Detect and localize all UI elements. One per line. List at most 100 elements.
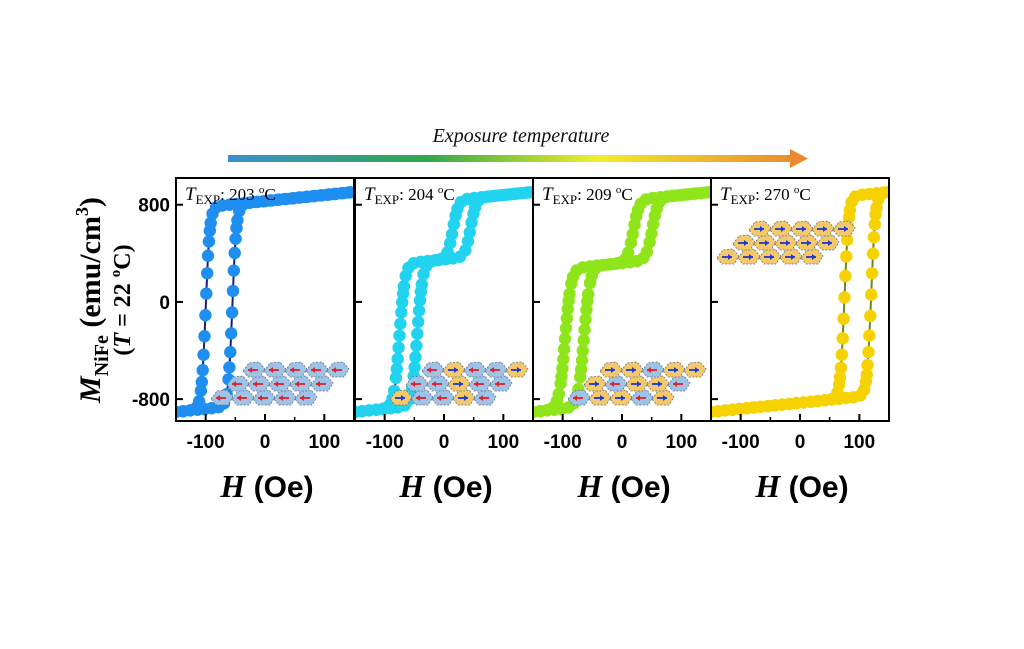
spin-arrow-head: [300, 395, 304, 401]
data-point: [622, 246, 635, 259]
y-tick-label: 800: [138, 196, 170, 217]
data-point: [228, 246, 241, 260]
x-tick-label: -100: [544, 432, 582, 453]
data-point: [231, 214, 244, 227]
data-point: [835, 348, 848, 361]
spin-arrow-head: [495, 381, 499, 387]
data-point: [837, 312, 850, 325]
spin-arrow-head: [253, 381, 257, 387]
data-point: [197, 348, 210, 361]
spin-arrow-head: [647, 367, 651, 373]
data-point: [225, 327, 238, 340]
spin-arrow-head: [802, 226, 806, 232]
spin-arrow-head: [573, 395, 577, 401]
data-point: [577, 334, 590, 347]
data-point: [552, 387, 565, 401]
data-point: [344, 186, 354, 199]
spin-arrow-head: [621, 395, 625, 401]
spin-inset: [389, 361, 529, 406]
data-point: [579, 313, 592, 326]
arrow-shaft: [228, 155, 796, 162]
x-tick-label: 100: [843, 432, 875, 453]
panel-2: TEXP: 204 oC -100 0 100 H (Oe): [354, 177, 534, 504]
spin-arrow-head: [479, 395, 483, 401]
spin-arrow-head: [474, 381, 478, 387]
x-axis-label: H (Oe): [219, 468, 313, 504]
x-tick-label: 100: [487, 432, 519, 453]
panel-label: TEXP: 203 oC: [185, 184, 276, 207]
data-point: [626, 227, 639, 241]
spin-arrow-head: [749, 254, 753, 260]
exposure-arrow: Exposure temperature: [228, 125, 808, 168]
spin-arrow-head: [258, 395, 262, 401]
plot-area: [355, 186, 533, 419]
arrow-label: Exposure temperature: [432, 125, 610, 147]
data-point: [576, 344, 589, 357]
x-tick-label: -100: [187, 432, 225, 453]
data-point: [408, 361, 421, 374]
spin-arrow-head: [728, 254, 732, 260]
spin-arrow-head: [658, 381, 662, 387]
spin-arrow-head: [416, 395, 420, 401]
data-point: [415, 278, 428, 291]
x-tick-label: 0: [439, 432, 450, 453]
data-point: [410, 339, 423, 352]
data-point: [395, 306, 408, 319]
spin-arrow-head: [770, 254, 774, 260]
data-point: [866, 247, 880, 260]
data-point: [229, 232, 242, 245]
data-point: [563, 287, 576, 301]
plot-area: [711, 185, 889, 419]
data-point: [877, 186, 889, 199]
data-point: [640, 245, 654, 258]
spin-arrow-head: [781, 226, 785, 232]
spin-arrow-head: [274, 381, 278, 387]
data-point: [868, 218, 881, 231]
data-point: [195, 375, 208, 389]
data-point: [575, 354, 589, 367]
spin-arrow-head: [411, 381, 415, 387]
data-point: [839, 269, 852, 283]
x-tick-label: -100: [722, 432, 760, 453]
data-point: [411, 327, 424, 340]
data-point: [200, 287, 213, 300]
arrow-head: [790, 149, 808, 168]
spin-inset: [210, 361, 350, 406]
data-point: [840, 250, 853, 263]
data-point: [834, 361, 848, 374]
data-point: [560, 312, 573, 325]
spin-arrow-head: [610, 381, 614, 387]
spin-arrow-head: [791, 254, 795, 260]
data-point: [574, 363, 588, 376]
data-point: [557, 353, 570, 366]
spin-arrow-head: [401, 395, 405, 401]
y-tick-label: 0: [159, 293, 170, 314]
spin-arrow-head: [427, 367, 431, 373]
data-point: [394, 317, 407, 330]
data-point: [225, 306, 239, 319]
spin-arrow-head: [611, 367, 615, 373]
data-point: [412, 304, 426, 317]
data-point: [198, 330, 211, 343]
x-axis-label: H (Oe): [754, 468, 848, 504]
spin-inset: [716, 220, 856, 265]
data-point: [556, 362, 569, 375]
spin-arrow-head: [469, 367, 473, 373]
panel-label: TEXP: 204 oC: [364, 184, 455, 207]
spin-arrow-head: [663, 395, 667, 401]
spin-arrow-head: [760, 226, 764, 232]
data-point: [841, 233, 854, 247]
data-point: [202, 235, 216, 248]
spin-arrow-head: [290, 367, 294, 373]
data-point: [223, 361, 236, 374]
spin-arrow-head: [464, 395, 468, 401]
data-point: [391, 352, 404, 366]
y-tick-label: -800: [132, 390, 170, 411]
data-point: [525, 186, 533, 199]
x-tick-label: -100: [366, 432, 404, 453]
spin-arrow-head: [279, 395, 283, 401]
spin-arrow-head: [674, 367, 678, 373]
data-point: [192, 395, 206, 408]
panel-label: TEXP: 209 oC: [542, 184, 633, 207]
